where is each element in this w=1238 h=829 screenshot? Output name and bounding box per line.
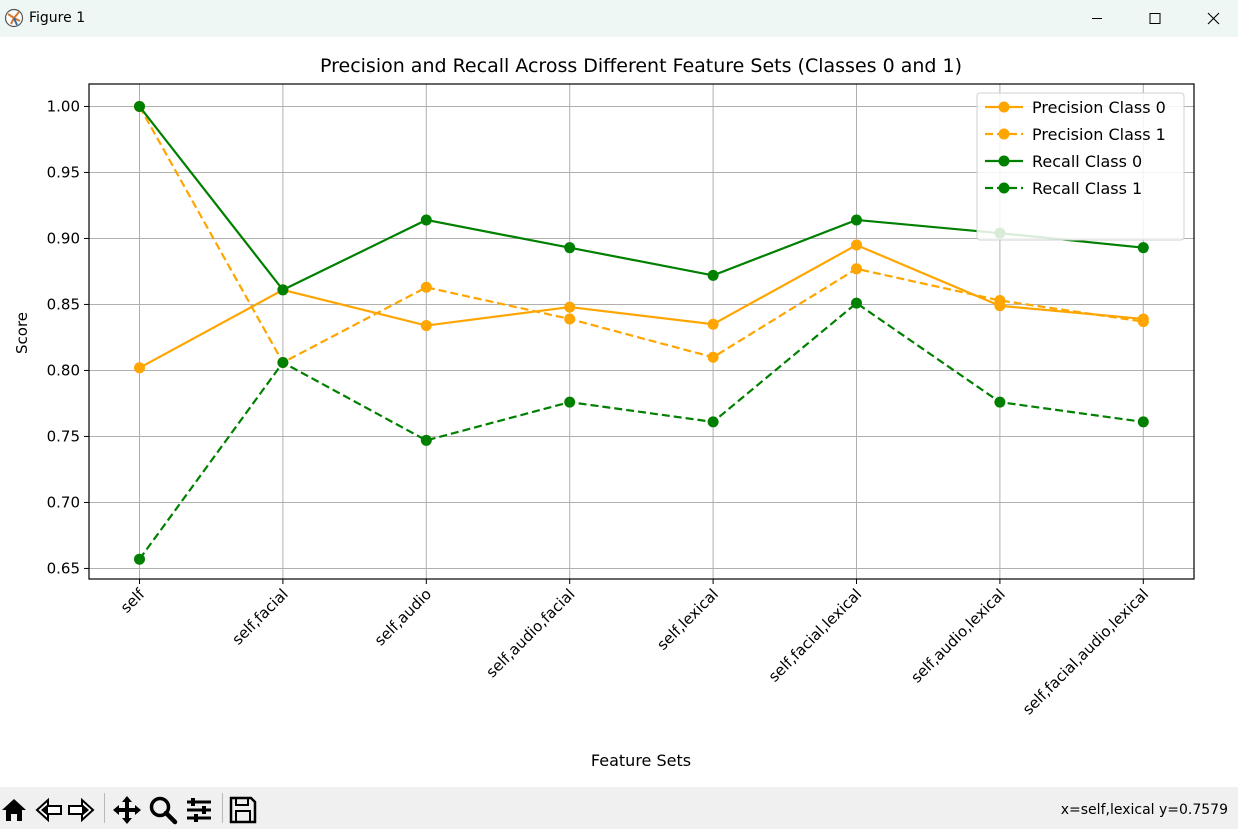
x-tick-label: self,facial	[228, 585, 291, 648]
maximize-button[interactable]	[1126, 0, 1184, 37]
data-point	[564, 313, 576, 325]
data-point	[420, 434, 432, 446]
close-button[interactable]	[1184, 0, 1238, 37]
data-point	[707, 351, 719, 363]
x-tick-label: self,facial,lexical	[765, 585, 865, 685]
legend-marker	[998, 128, 1010, 140]
data-point	[134, 362, 145, 374]
x-tick-label: self,facial,audio,lexical	[1019, 585, 1152, 718]
navigation-toolbar: x=self,lexical y=0.7579	[0, 787, 1238, 829]
configure-subplots-icon[interactable]	[184, 795, 214, 825]
y-tick-label: 0.85	[47, 295, 80, 313]
data-point	[420, 320, 432, 332]
home-icon[interactable]	[0, 795, 30, 825]
series-line	[138, 105, 1144, 364]
data-point	[420, 214, 432, 226]
data-point	[134, 553, 145, 565]
x-tick-label: self,audio	[371, 585, 435, 649]
pan-icon[interactable]	[112, 795, 142, 825]
y-tick-label: 0.95	[47, 163, 80, 181]
y-tick-label: 1.00	[47, 97, 80, 115]
legend-label: Recall Class 0	[1032, 152, 1142, 171]
close-icon	[1207, 12, 1220, 25]
data-point	[277, 284, 289, 296]
data-point	[707, 318, 719, 330]
toolbar-separator	[104, 793, 105, 823]
cursor-coordinates: x=self,lexical y=0.7579	[1060, 802, 1228, 818]
data-point	[1137, 416, 1149, 428]
legend-marker	[998, 101, 1010, 113]
data-point	[851, 239, 862, 251]
chart-title: Precision and Recall Across Different Fe…	[320, 55, 962, 77]
plot-frame	[88, 83, 1195, 580]
data-point	[994, 396, 1006, 408]
series-line	[138, 243, 1144, 369]
y-tick-label: 0.75	[47, 427, 80, 445]
y-tick-label: 0.80	[47, 361, 80, 379]
data-point	[707, 269, 719, 281]
legend-label: Precision Class 1	[1032, 125, 1166, 144]
zoom-icon[interactable]	[148, 795, 178, 825]
x-tick-label: self,lexical	[653, 585, 722, 654]
data-point	[1137, 242, 1149, 254]
legend-marker	[998, 182, 1010, 194]
x-tick-label: self,audio,facial	[482, 585, 578, 681]
data-point	[134, 100, 145, 112]
data-point	[277, 357, 289, 369]
y-tick-label: 0.90	[47, 229, 80, 247]
data-point	[994, 294, 1006, 306]
window-titlebar: Figure 1	[0, 0, 1238, 37]
data-point	[851, 297, 862, 309]
legend-label: Recall Class 1	[1032, 179, 1142, 198]
legend-marker	[998, 155, 1010, 167]
y-axis-label: Score	[13, 312, 31, 354]
data-point	[564, 242, 576, 254]
maximize-icon	[1149, 13, 1161, 24]
y-tick-label: 0.70	[47, 493, 80, 511]
data-point	[707, 416, 719, 428]
x-tick-label: self,audio,lexical	[907, 585, 1008, 686]
legend-label: Precision Class 0	[1032, 98, 1166, 117]
data-point	[1137, 316, 1149, 328]
toolbar-separator	[222, 793, 223, 823]
app-icon	[4, 8, 24, 28]
legend-box	[976, 92, 1185, 241]
window-title: Figure 1	[29, 10, 86, 26]
minimize-icon	[1092, 18, 1102, 19]
data-point	[420, 281, 432, 293]
save-icon[interactable]	[228, 795, 258, 825]
data-point	[564, 301, 576, 313]
minimize-button[interactable]	[1068, 0, 1126, 37]
forward-icon[interactable]	[66, 795, 96, 825]
y-tick-label: 0.65	[47, 559, 80, 577]
series-line	[138, 105, 1144, 292]
back-icon[interactable]	[34, 795, 64, 825]
figure-canvas[interactable]: Precision and Recall Across Different Fe…	[0, 37, 1238, 787]
line-chart: Precision and Recall Across Different Fe…	[13, 55, 1195, 770]
x-axis-label: Feature Sets	[591, 751, 691, 770]
series-line	[138, 301, 1144, 560]
data-point	[851, 214, 862, 226]
data-point	[851, 263, 862, 275]
legend: Precision Class 0 Precision Class 1 Recall…	[976, 92, 1185, 241]
data-point	[564, 396, 576, 408]
x-tick-label: self	[117, 585, 149, 617]
